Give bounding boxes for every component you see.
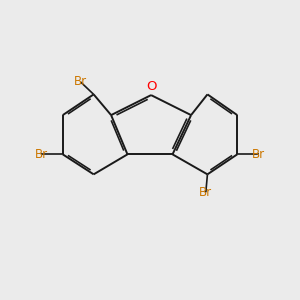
Text: Br: Br <box>252 148 265 161</box>
Text: Br: Br <box>35 148 48 161</box>
Text: Br: Br <box>74 76 87 88</box>
Text: Br: Br <box>199 186 212 199</box>
Text: O: O <box>146 80 156 94</box>
